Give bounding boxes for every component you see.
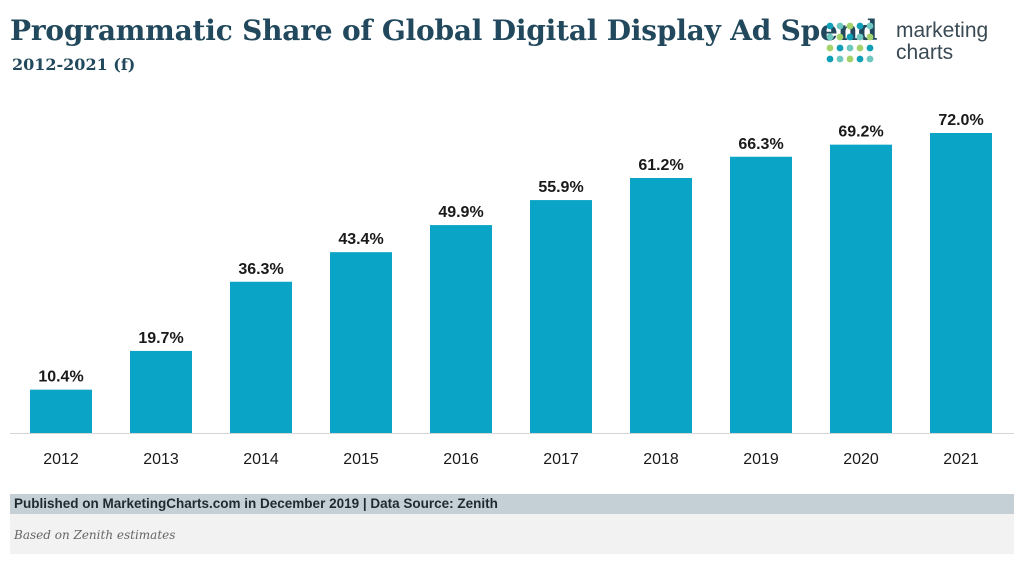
- value-label-2019: 66.3%: [738, 136, 783, 153]
- bar-2013: [130, 350, 192, 433]
- logo-dot: [856, 33, 864, 41]
- value-label-2020: 69.2%: [838, 124, 883, 141]
- bar-2015: [330, 252, 392, 433]
- logo-dot: [826, 44, 834, 52]
- bar-2012: [30, 389, 92, 433]
- bar-2017: [530, 200, 592, 433]
- estimate-note: Based on Zenith estimates: [14, 528, 176, 542]
- x-tick-2015: 2015: [343, 451, 379, 468]
- logo-wordmark: marketing charts: [896, 20, 988, 64]
- x-tick-2017: 2017: [543, 451, 579, 468]
- value-label-2016: 49.9%: [438, 204, 483, 221]
- logo-text-line2: charts: [896, 41, 954, 64]
- bar-2018: [630, 178, 692, 433]
- value-label-2018: 61.2%: [638, 157, 683, 174]
- bar-chart: 10.4% 2012 19.7% 2013 36.3% 2014 43.4% 2015 49.9…: [10, 112, 1014, 468]
- x-tick-2019: 2019: [743, 451, 779, 468]
- logo-text-line1: marketing: [896, 19, 989, 42]
- logo-dot: [866, 44, 874, 52]
- logo-dot: [836, 33, 844, 41]
- value-label-2021: 72.0%: [938, 112, 983, 129]
- logo-dot: [846, 22, 854, 30]
- x-tick-2013: 2013: [143, 451, 179, 468]
- logo-dot: [856, 22, 864, 30]
- x-tick-2012: 2012: [43, 451, 79, 468]
- logo-dot: [866, 55, 874, 63]
- source-line: Published on MarketingCharts.com in Dece…: [14, 496, 498, 511]
- logo-dot: [846, 44, 854, 52]
- footer-band: [10, 494, 1014, 514]
- logo-dots-icon: [826, 22, 874, 63]
- logo-dot: [836, 44, 844, 52]
- bar-2016: [430, 225, 492, 433]
- bar-2019: [730, 156, 792, 433]
- bar-2021: [930, 133, 992, 433]
- x-tick-2014: 2014: [243, 451, 279, 468]
- marketingcharts-logo: marketing charts: [826, 20, 1016, 72]
- logo-dot: [846, 55, 854, 63]
- logo-dot: [826, 33, 834, 41]
- logo-dot: [826, 22, 834, 30]
- x-tick-2016: 2016: [443, 451, 479, 468]
- note-band: [10, 514, 1014, 554]
- logo-dot: [866, 22, 874, 30]
- logo-dot: [856, 55, 864, 63]
- chart-subtitle: 2012-2021 (f): [12, 55, 136, 74]
- value-label-2012: 10.4%: [38, 369, 83, 386]
- value-label-2013: 19.7%: [138, 330, 183, 347]
- x-tick-2020: 2020: [843, 451, 879, 468]
- value-label-2015: 43.4%: [338, 231, 383, 248]
- logo-dot: [856, 44, 864, 52]
- logo-dot: [836, 55, 844, 63]
- logo-dot: [866, 33, 874, 41]
- value-label-2017: 55.9%: [538, 179, 583, 196]
- logo-dot: [846, 33, 854, 41]
- x-tick-2021: 2021: [943, 451, 979, 468]
- chart-title: Programmatic Share of Global Digital Dis…: [10, 14, 878, 47]
- logo-dot: [826, 55, 834, 63]
- bar-2014: [230, 281, 292, 433]
- value-label-2014: 36.3%: [238, 261, 283, 278]
- bar-2020: [830, 144, 892, 433]
- logo-dot: [836, 22, 844, 30]
- x-tick-2018: 2018: [643, 451, 679, 468]
